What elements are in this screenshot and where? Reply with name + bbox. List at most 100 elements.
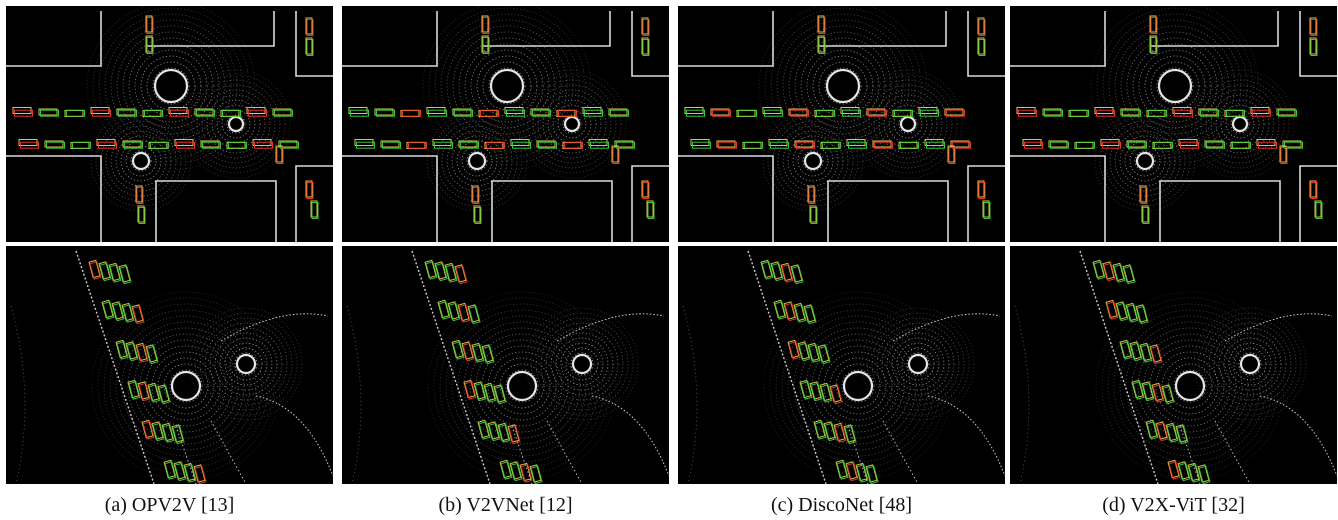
vehicle-box — [482, 17, 490, 34]
vehicle-box — [1154, 141, 1173, 149]
sensor-hole — [170, 370, 202, 402]
vehicle-box — [306, 182, 314, 199]
vehicle-box — [642, 39, 650, 56]
vehicle-box — [1125, 302, 1138, 322]
vehicle-box — [1161, 384, 1174, 403]
vehicle-box — [1018, 109, 1037, 117]
vehicle-box — [497, 422, 510, 442]
vehicle-box — [98, 261, 111, 280]
vehicle-box — [158, 385, 171, 405]
vehicle-box — [137, 205, 145, 223]
vehicle-box — [455, 265, 468, 285]
vehicle-box — [865, 464, 878, 483]
vehicle-box — [1141, 381, 1154, 400]
vehicle-box — [472, 344, 485, 363]
vehicle-box — [118, 109, 137, 117]
vehicle-box — [138, 207, 146, 224]
sensor-hole — [1135, 151, 1155, 171]
vehicle-box — [874, 141, 893, 149]
vehicle-box — [194, 465, 207, 484]
vehicle-box — [1106, 301, 1119, 320]
vehicle-box — [1278, 109, 1297, 117]
vehicle-box — [481, 15, 489, 33]
vehicle-box — [102, 301, 115, 320]
caption-v2x-vit: (d) V2X-ViT [32] — [1102, 494, 1245, 516]
vehicle-box — [843, 424, 856, 443]
vehicle-box — [771, 262, 784, 282]
vehicle-box — [1024, 141, 1043, 149]
vehicle-box — [136, 344, 149, 363]
vehicle-box — [1128, 141, 1147, 149]
vehicle-box — [793, 302, 806, 322]
lidar-rings — [181, 69, 291, 179]
vehicle-box — [781, 264, 794, 283]
vehicle-box — [1149, 35, 1157, 53]
vehicle-box — [152, 422, 165, 442]
vehicle-box — [1177, 461, 1190, 480]
vehicle-box — [162, 424, 175, 443]
vehicle-box — [38, 108, 58, 116]
vehicle-box — [1092, 259, 1105, 279]
vehicle-box — [1309, 37, 1317, 55]
vehicle-box — [788, 341, 801, 360]
vehicle-box — [150, 141, 169, 149]
vehicle-box — [111, 301, 124, 320]
vehicle-box — [128, 381, 141, 400]
lidar-rings — [189, 307, 303, 421]
vehicle-box — [830, 385, 843, 405]
vehicle-box — [310, 200, 318, 218]
vehicle-box — [454, 109, 473, 117]
vehicle-box — [400, 110, 420, 117]
vehicle-box — [1230, 142, 1250, 149]
vehicle-box — [145, 35, 153, 53]
vehicle-box — [1315, 202, 1323, 219]
vehicle-box — [845, 461, 858, 480]
vehicle-box — [444, 262, 457, 282]
vehicle-box — [692, 141, 711, 149]
road-edges — [6, 11, 333, 242]
vehicle-box — [978, 19, 986, 36]
vehicle-box — [305, 37, 313, 55]
vehicle-box — [866, 465, 879, 484]
sensor-hole — [571, 353, 593, 375]
vehicle-box — [163, 459, 176, 479]
vehicle-box — [136, 187, 144, 204]
vehicle-box — [783, 301, 796, 320]
vehicle-box — [978, 39, 986, 56]
vehicle-box — [119, 265, 132, 285]
vehicle-box — [142, 421, 155, 440]
vehicle-box — [855, 462, 868, 482]
vehicle-box — [478, 110, 498, 117]
vehicle-box — [406, 142, 426, 149]
vehicle-box — [947, 145, 955, 163]
vehicle-box — [112, 302, 125, 322]
sensor-hole — [825, 68, 861, 104]
lidar-rings — [422, 6, 592, 171]
vehicle-box — [145, 15, 153, 33]
vehicle-box — [146, 37, 154, 54]
vehicle-box — [872, 140, 892, 148]
vehicle-box — [176, 141, 195, 149]
vehicle-box — [473, 381, 486, 400]
vehicle-box — [983, 202, 991, 219]
vehicle-box — [472, 187, 480, 204]
vehicle-box — [101, 299, 114, 319]
caption-v2vnet: (b) V2VNet [12] — [438, 494, 573, 516]
vehicle-box — [584, 109, 603, 117]
vehicle-box — [486, 141, 505, 149]
vehicle-box — [829, 384, 842, 403]
vehicle-box — [40, 109, 59, 117]
vehicle-box — [498, 424, 511, 443]
vehicle-box — [137, 381, 150, 400]
vehicle-box — [712, 109, 731, 117]
vehicle-box — [146, 17, 154, 34]
vehicle-box — [1136, 305, 1149, 325]
parking-lidar-view — [6, 246, 333, 484]
vehicle-box — [948, 147, 956, 164]
vehicle-box — [977, 37, 985, 55]
vehicle-box — [445, 264, 458, 283]
vehicle-box — [1148, 109, 1167, 117]
road-edges — [1010, 11, 1337, 242]
vehicle-box — [856, 464, 869, 483]
vehicle-box — [488, 422, 501, 442]
